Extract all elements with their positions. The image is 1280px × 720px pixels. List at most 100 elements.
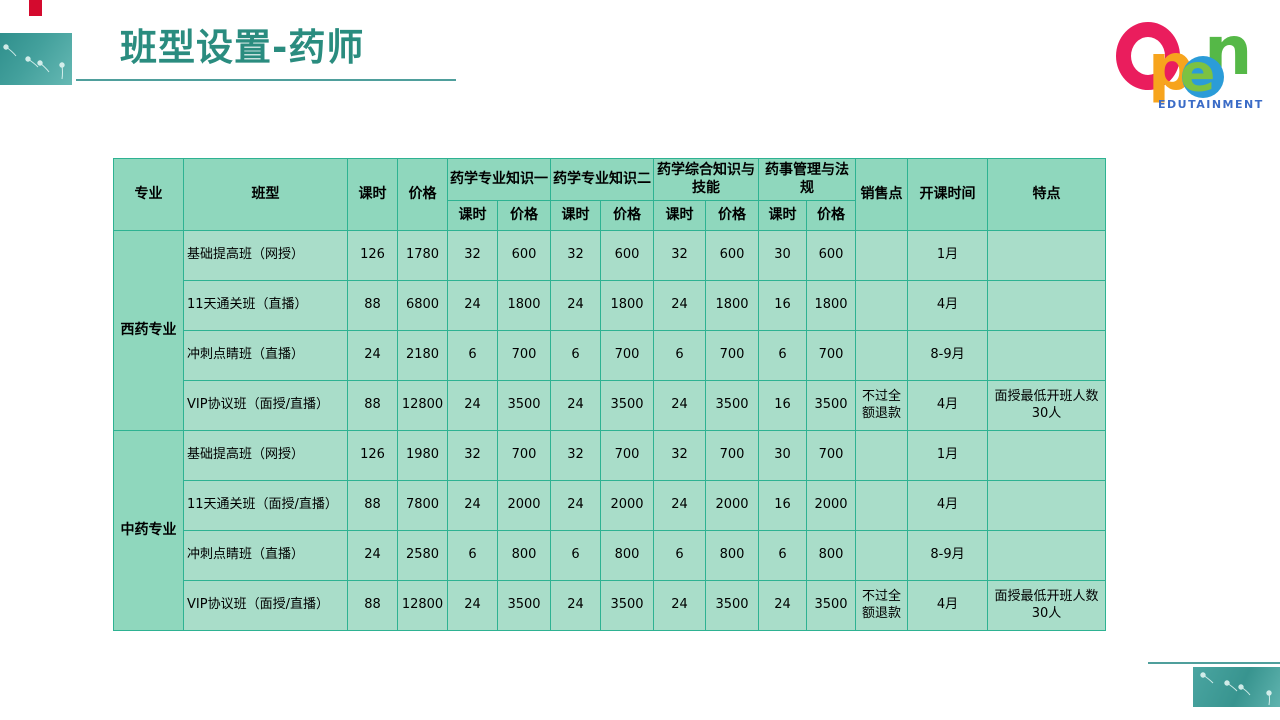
subject-price-cell: 700	[705, 430, 759, 481]
hours-cell: 88	[347, 280, 398, 331]
subject-price-cell: 2000	[806, 480, 856, 531]
table-row: 11天通关班（直播） 88 6800 24 1800 24 1800 24 1800 16 1800…	[114, 280, 1106, 331]
features-cell	[987, 230, 1106, 281]
subject-price-cell: 600	[497, 230, 551, 281]
price-cell: 12800	[397, 580, 448, 631]
subject-price-cell: 1800	[600, 280, 654, 331]
subject-price-cell: 800	[497, 530, 551, 581]
subject-price-cell: 700	[497, 330, 551, 381]
table-row: VIP协议班（面授/直播） 88 12800 24 3500 24 3500 24 3500 24…	[114, 580, 1106, 631]
hours-cell: 88	[347, 380, 398, 431]
price-cell: 1780	[397, 230, 448, 281]
table-row: 冲刺点睛班（直播） 24 2580 6 800 6 800 6 800 6 800 8-9月	[114, 530, 1106, 581]
subject-hours-cell: 24	[653, 580, 706, 631]
subject-hours-cell: 6	[653, 530, 706, 581]
bottom-underline	[1148, 662, 1280, 664]
subject-hours-cell: 24	[550, 280, 601, 331]
table-row: 冲刺点睛班（直播） 24 2180 6 700 6 700 6 700 6 700 8-9月	[114, 330, 1106, 381]
class-type-cell: 11天通关班（面授/直播）	[183, 480, 348, 531]
subject-price-cell: 3500	[600, 380, 654, 431]
class-type-cell: VIP协议班（面授/直播）	[183, 380, 348, 431]
start-time-cell: 4月	[907, 280, 988, 331]
sub-header-price: 价格	[705, 200, 759, 231]
features-cell	[987, 280, 1106, 331]
sales-point-cell	[855, 230, 908, 281]
dandelion-decoration-top-left	[0, 33, 72, 85]
logo-tagline: EDUTAINMENT	[1158, 98, 1264, 111]
subject-price-cell: 3500	[497, 380, 551, 431]
price-cell: 6800	[397, 280, 448, 331]
subject-hours-cell: 32	[447, 430, 498, 481]
subject-price-cell: 700	[806, 430, 856, 481]
subject-price-cell: 2000	[497, 480, 551, 531]
subject-price-cell: 800	[705, 530, 759, 581]
logo-letter-e-icon: e	[1180, 44, 1216, 104]
sales-point-cell	[855, 280, 908, 331]
price-cell: 7800	[397, 480, 448, 531]
class-type-cell: 基础提高班（网授）	[183, 430, 348, 481]
subject-hours-cell: 24	[653, 380, 706, 431]
start-time-cell: 8-9月	[907, 330, 988, 381]
start-time-cell: 8-9月	[907, 530, 988, 581]
subject-hours-cell: 32	[653, 230, 706, 281]
subject-hours-cell: 32	[447, 230, 498, 281]
table-row: 西药专业 基础提高班（网授） 126 1780 32 600 32 600 32 600 30 600…	[113, 230, 1106, 431]
sales-point-cell	[855, 530, 908, 581]
subject-hours-cell: 6	[550, 530, 601, 581]
sales-point-cell: 不过全额退款	[855, 380, 908, 431]
table-row: VIP协议班（面授/直播） 88 12800 24 3500 24 3500 24 3500 16…	[114, 380, 1106, 431]
col-header-class-type: 班型	[183, 158, 348, 231]
table-row: 11天通关班（面授/直播） 88 7800 24 2000 24 2000 24 2000 16 2…	[114, 480, 1106, 531]
subject-price-cell: 800	[806, 530, 856, 581]
major-cell: 西药专业	[113, 230, 184, 431]
dandelion-icon	[3, 44, 65, 80]
features-cell: 面授最低开班人数30人	[987, 580, 1106, 631]
subject-hours-cell: 6	[758, 330, 807, 381]
sub-header-hours: 课时	[447, 200, 498, 231]
subject-hours-cell: 24	[447, 480, 498, 531]
sub-header-price: 价格	[806, 200, 856, 231]
subject-hours-cell: 16	[758, 480, 807, 531]
subject-hours-cell: 24	[447, 580, 498, 631]
features-cell	[987, 330, 1106, 381]
dandelion-icon	[1200, 672, 1272, 706]
subject-hours-cell: 6	[550, 330, 601, 381]
hours-cell: 126	[347, 230, 398, 281]
start-time-cell: 4月	[907, 480, 988, 531]
col-header-start-time: 开课时间	[907, 158, 988, 231]
subject-hours-cell: 24	[653, 480, 706, 531]
sales-point-cell: 不过全额退款	[855, 580, 908, 631]
subject-hours-cell: 24	[550, 580, 601, 631]
subject-hours-cell: 24	[550, 380, 601, 431]
price-cell: 2580	[397, 530, 448, 581]
class-type-cell: VIP协议班（面授/直播）	[183, 580, 348, 631]
subject-hours-cell: 30	[758, 230, 807, 281]
hours-cell: 24	[347, 530, 398, 581]
start-time-cell: 4月	[907, 380, 988, 431]
subject-hours-cell: 6	[447, 330, 498, 381]
subject-price-cell: 700	[806, 330, 856, 381]
open-edutainment-logo: n p e EDUTAINMENT	[1112, 14, 1272, 114]
sales-point-cell	[855, 430, 908, 481]
title-underline	[76, 79, 456, 81]
subject-price-cell: 1800	[806, 280, 856, 331]
subject-price-cell: 1800	[497, 280, 551, 331]
page-title: 班型设置-药师	[120, 26, 365, 69]
col-header-subject-1: 药学专业知识一	[447, 158, 551, 201]
subject-hours-cell: 24	[550, 480, 601, 531]
subject-hours-cell: 16	[758, 280, 807, 331]
hours-cell: 88	[347, 580, 398, 631]
price-cell: 1980	[397, 430, 448, 481]
class-type-cell: 冲刺点睛班（直播）	[183, 530, 348, 581]
subject-price-cell: 600	[705, 230, 759, 281]
table-row: 中药专业 基础提高班（网授） 126 1980 32 700 32 700 32 700 30 700…	[113, 430, 1106, 631]
subject-price-cell: 3500	[705, 380, 759, 431]
pricing-table: 专业 班型 课时 价格 药学专业知识一 药学专业知识二 药学综合知识与技能 药事管理与法规 销售…	[113, 158, 1106, 631]
sub-header-hours: 课时	[653, 200, 706, 231]
features-cell	[987, 530, 1106, 581]
sales-point-cell	[855, 330, 908, 381]
hours-cell: 88	[347, 480, 398, 531]
features-cell	[987, 430, 1106, 481]
subject-hours-cell: 24	[447, 380, 498, 431]
